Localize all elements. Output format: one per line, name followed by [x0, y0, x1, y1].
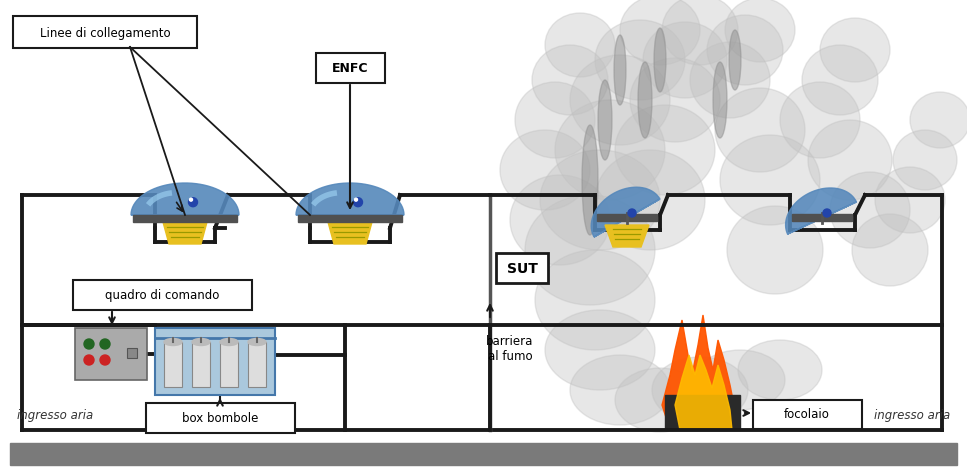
Bar	[792, 214, 852, 221]
Ellipse shape	[725, 0, 795, 62]
Ellipse shape	[802, 45, 878, 115]
Ellipse shape	[643, 22, 727, 98]
Bar	[248, 342, 266, 387]
Circle shape	[190, 198, 192, 201]
Polygon shape	[296, 183, 404, 215]
Ellipse shape	[532, 45, 608, 115]
Ellipse shape	[620, 0, 700, 65]
Text: focolaio: focolaio	[784, 408, 830, 422]
Polygon shape	[131, 183, 239, 215]
Ellipse shape	[535, 250, 655, 350]
Ellipse shape	[500, 130, 590, 210]
Ellipse shape	[615, 368, 705, 432]
Polygon shape	[662, 315, 738, 430]
Text: box bombole: box bombole	[182, 413, 258, 425]
Ellipse shape	[248, 339, 266, 346]
Ellipse shape	[525, 195, 655, 305]
Ellipse shape	[713, 62, 727, 138]
FancyBboxPatch shape	[73, 280, 252, 310]
Ellipse shape	[598, 80, 612, 160]
Ellipse shape	[662, 0, 738, 65]
Text: barriera
al fumo: barriera al fumo	[486, 335, 534, 363]
Circle shape	[628, 209, 636, 217]
Ellipse shape	[830, 172, 910, 248]
Ellipse shape	[570, 55, 670, 145]
Ellipse shape	[614, 35, 626, 105]
Ellipse shape	[515, 82, 595, 158]
Ellipse shape	[695, 350, 785, 410]
Text: Linee di collegamento: Linee di collegamento	[40, 26, 170, 40]
Polygon shape	[785, 188, 857, 234]
Ellipse shape	[540, 150, 660, 250]
Ellipse shape	[630, 58, 720, 142]
Ellipse shape	[545, 310, 655, 390]
Ellipse shape	[738, 340, 822, 400]
Ellipse shape	[875, 167, 945, 233]
Text: ENFC: ENFC	[332, 63, 368, 75]
Ellipse shape	[720, 135, 820, 225]
Bar	[164, 342, 182, 387]
Ellipse shape	[510, 175, 610, 265]
Circle shape	[189, 198, 197, 207]
Bar	[10, 443, 957, 465]
Ellipse shape	[727, 206, 823, 294]
Bar	[597, 214, 657, 221]
Circle shape	[84, 355, 94, 365]
Ellipse shape	[582, 125, 598, 235]
Bar	[665, 395, 740, 430]
Ellipse shape	[555, 100, 665, 200]
Polygon shape	[328, 222, 372, 244]
Text: quadro di comando: quadro di comando	[104, 290, 220, 302]
Bar	[127, 348, 137, 358]
Ellipse shape	[707, 15, 783, 85]
Ellipse shape	[615, 105, 715, 195]
Ellipse shape	[893, 130, 957, 190]
Ellipse shape	[852, 214, 928, 286]
Ellipse shape	[220, 339, 238, 346]
Circle shape	[823, 209, 831, 217]
Ellipse shape	[715, 88, 805, 172]
Bar	[132, 215, 237, 222]
FancyBboxPatch shape	[13, 16, 197, 48]
Ellipse shape	[729, 30, 741, 90]
Ellipse shape	[652, 357, 748, 423]
Ellipse shape	[164, 339, 182, 346]
Ellipse shape	[595, 20, 685, 100]
FancyBboxPatch shape	[496, 253, 548, 283]
Bar	[298, 215, 402, 222]
Polygon shape	[591, 187, 659, 237]
FancyBboxPatch shape	[146, 403, 295, 433]
FancyBboxPatch shape	[316, 53, 385, 83]
Bar	[75, 328, 147, 380]
Circle shape	[355, 198, 358, 201]
Circle shape	[354, 198, 363, 207]
Bar	[220, 342, 238, 387]
Circle shape	[100, 339, 110, 349]
Circle shape	[84, 339, 94, 349]
Bar	[192, 342, 210, 387]
Polygon shape	[163, 222, 207, 244]
Ellipse shape	[192, 339, 210, 346]
Polygon shape	[675, 355, 732, 430]
Text: ingresso aria: ingresso aria	[874, 408, 951, 422]
Ellipse shape	[595, 150, 705, 250]
FancyBboxPatch shape	[753, 400, 862, 429]
Text: ingresso aria: ingresso aria	[16, 408, 93, 422]
Ellipse shape	[808, 120, 892, 200]
Ellipse shape	[654, 28, 666, 92]
Bar	[155, 328, 275, 395]
Ellipse shape	[638, 62, 652, 138]
Ellipse shape	[570, 355, 670, 425]
Ellipse shape	[545, 13, 615, 77]
Ellipse shape	[690, 42, 770, 118]
Ellipse shape	[780, 82, 860, 158]
Text: SUT: SUT	[507, 262, 538, 276]
Ellipse shape	[910, 92, 967, 148]
Circle shape	[100, 355, 110, 365]
Polygon shape	[605, 225, 649, 247]
Ellipse shape	[820, 18, 890, 82]
